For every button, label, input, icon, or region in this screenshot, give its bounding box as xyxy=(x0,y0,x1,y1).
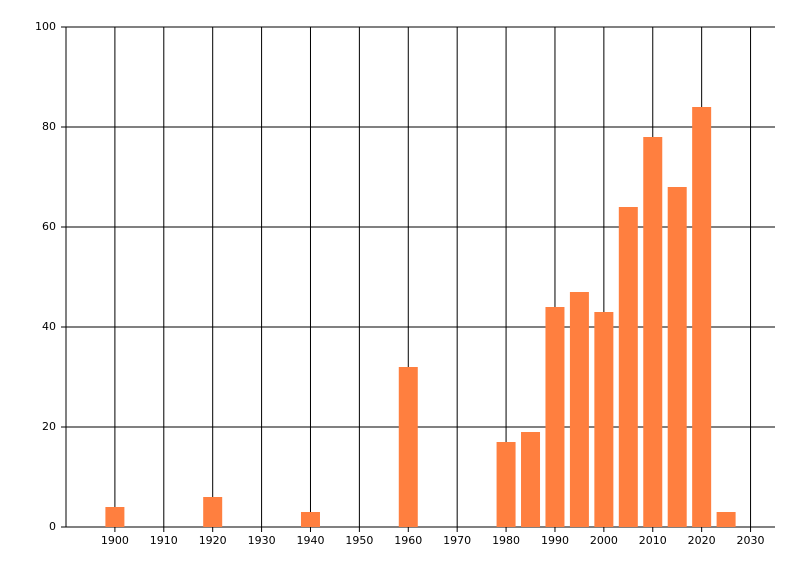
bar xyxy=(716,512,736,527)
bar xyxy=(203,497,223,527)
x-tick-label: 1900 xyxy=(101,534,129,547)
x-tick-label: 1970 xyxy=(443,534,471,547)
bar xyxy=(667,187,687,527)
bar xyxy=(545,307,565,527)
y-tick-label: 60 xyxy=(42,220,56,233)
bar xyxy=(569,292,589,527)
x-tick-label: 2030 xyxy=(737,534,765,547)
x-tick-label: 1950 xyxy=(345,534,373,547)
bar xyxy=(105,507,125,527)
x-tick-label: 1980 xyxy=(492,534,520,547)
x-tick-label: 2010 xyxy=(639,534,667,547)
y-tick-label: 80 xyxy=(42,120,56,133)
bar xyxy=(692,107,712,527)
bar xyxy=(594,312,614,527)
x-tick-label: 2020 xyxy=(688,534,716,547)
bar xyxy=(496,442,516,527)
y-tick-label: 20 xyxy=(42,420,56,433)
y-tick-label: 40 xyxy=(42,320,56,333)
x-tick-label: 1920 xyxy=(199,534,227,547)
x-tick-label: 1990 xyxy=(541,534,569,547)
y-tick-label: 0 xyxy=(49,520,56,533)
x-tick-label: 1910 xyxy=(150,534,178,547)
x-tick-label: 2000 xyxy=(590,534,618,547)
bar xyxy=(300,512,320,527)
bar xyxy=(643,137,663,527)
y-tick-label: 100 xyxy=(35,20,56,33)
bar xyxy=(521,432,541,527)
x-tick-label: 1960 xyxy=(394,534,422,547)
bar xyxy=(618,207,638,527)
bar xyxy=(398,367,418,527)
x-tick-label: 1930 xyxy=(248,534,276,547)
x-tick-label: 1940 xyxy=(296,534,324,547)
